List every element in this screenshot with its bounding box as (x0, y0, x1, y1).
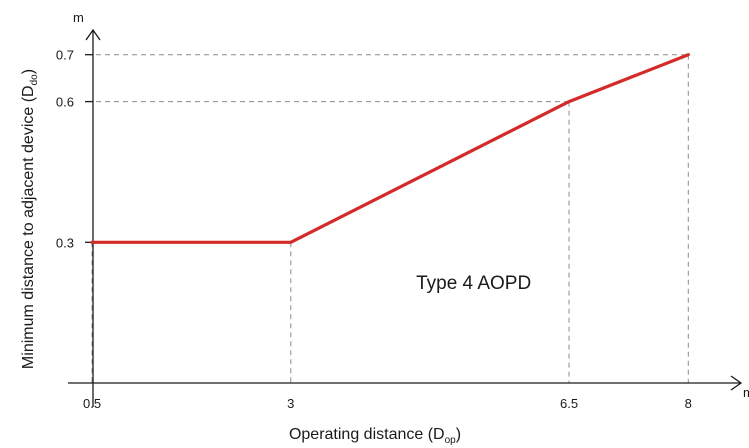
x-tick-label: 3 (287, 396, 294, 411)
x-tick-label: 0.5 (83, 396, 101, 411)
x-unit-label: m (743, 385, 749, 400)
y-unit-label: m (73, 10, 84, 25)
series (90, 53, 690, 244)
axes (68, 28, 743, 407)
x-axis-title-suffix: ) (456, 426, 461, 443)
dashed-guide-lines (91, 54, 689, 383)
y-tick-label: 0.7 (56, 48, 74, 63)
y-axis-title: Minimum distance to adjacent device (Ddo… (20, 69, 40, 369)
x-axis-title-subscript: op (445, 435, 457, 446)
y-axis-title-prefix: Minimum distance to adjacent device (D (20, 85, 37, 369)
y-axis-title-suffix: ) (20, 69, 37, 74)
x-axis-title: Operating distance (Dop) (289, 426, 461, 446)
y-axis-title-subscript: do (29, 74, 40, 86)
x-tick-label: 8 (685, 396, 692, 411)
x-axis-title-prefix: Operating distance (D (289, 426, 445, 443)
series-line (90, 53, 690, 244)
annotation-label: Type 4 AOPD (416, 273, 531, 294)
y-tick-label: 0.3 (56, 235, 74, 250)
x-axis-arrow (730, 375, 743, 391)
y-tick-label: 0.6 (56, 95, 74, 110)
tick-labels: 0.3 0.6 0.7 0.5 3 6.5 8 (56, 48, 692, 411)
x-tick-label: 6.5 (560, 396, 578, 411)
annotations: Type 4 AOPD (416, 273, 531, 294)
y-axis-arrow (85, 28, 101, 41)
